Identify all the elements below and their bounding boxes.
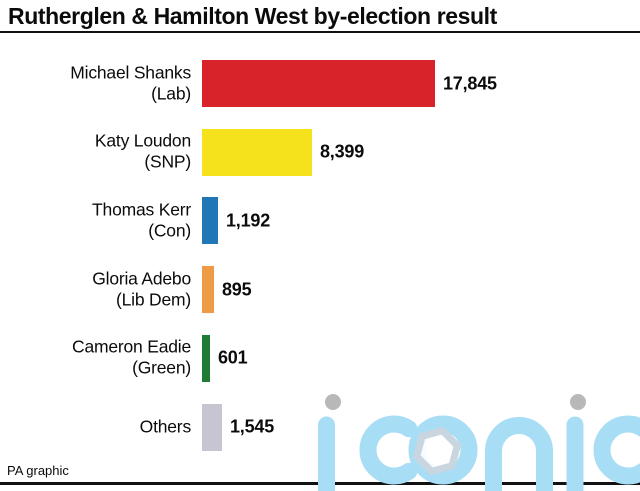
watermark-letter-c [359,415,418,485]
vote-count: 8,399 [320,141,365,162]
vote-bar [202,266,214,314]
vote-bar [202,60,435,107]
candidate-party: (Lib Dem) [115,289,191,310]
candidate-name: Others [139,416,192,437]
candidate-party: (Green) [132,357,191,378]
vote-count: 895 [222,279,252,300]
chart-row: Gloria Adebo (Lib Dem) 895 [0,266,640,314]
candidate-label: Gloria Adebo (Lib Dem) [0,268,191,310]
chart-row: Thomas Kerr (Con) 1,192 [0,197,640,245]
chart-row: Katy Loudon (SNP) 8,399 [0,128,640,176]
candidate-name: Katy Loudon [94,130,191,151]
watermark-hexagon-icon [412,426,462,476]
watermark-letter-n [485,417,553,491]
vote-count: 17,845 [443,73,497,93]
vote-count: 1,192 [226,210,271,231]
candidate-label: Cameron Eadie (Green) [0,337,191,379]
source-credit: PA graphic [7,463,69,478]
vote-bar [202,403,222,451]
candidate-party: (SNP) [144,151,191,172]
candidate-label: Katy Loudon (SNP) [0,131,191,173]
vote-bar [202,128,312,176]
vote-count: 1,545 [230,416,275,437]
chart-title: Rutherglen & Hamilton West by-election r… [8,3,497,29]
candidate-label: Others [0,416,192,437]
candidate-label: Thomas Kerr (Con) [0,199,191,241]
candidate-name: Gloria Adebo [92,268,191,289]
chart-row: Cameron Eadie (Green) 601 [0,334,640,382]
vote-bar [202,334,210,382]
candidate-name: Thomas Kerr [92,199,191,220]
iconic-watermark [318,394,640,491]
candidate-name: Cameron Eadie [72,336,191,357]
candidate-party: (Con) [148,220,191,241]
watermark-i2-dot [570,394,586,410]
vote-bar [202,197,218,245]
vote-count: 601 [218,347,248,368]
watermark-i-dot [325,394,341,410]
candidate-name: Michael Shanks [70,62,191,83]
chart-row: Others 1,545 [0,403,640,451]
watermark-letter-c2 [593,415,640,485]
title-divider-line [0,31,640,33]
candidate-party: (Lab) [151,83,191,104]
chart-row: Michael Shanks (Lab) 17,845 [0,60,640,107]
candidate-label: Michael Shanks (Lab) [0,62,191,104]
